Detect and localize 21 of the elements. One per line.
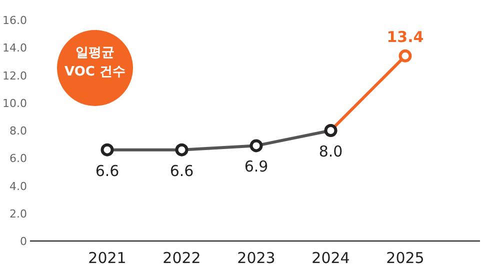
- data-label: 6.6: [170, 162, 194, 180]
- x-tick-label: 2024: [312, 249, 350, 267]
- y-tick-label: 0: [20, 235, 27, 248]
- data-label: 8.0: [318, 142, 343, 160]
- x-tick-label: 2023: [237, 249, 276, 267]
- data-label: 6.6: [95, 162, 120, 180]
- y-tick-label: 6.0: [10, 152, 27, 166]
- point: [398, 49, 412, 62]
- x-tick-label: 2025: [386, 249, 424, 267]
- x-tick-label: 2022: [162, 249, 201, 267]
- annotation: 일평균 VOC 건수: [64, 46, 126, 80]
- y-tick-label: 16.0: [2, 14, 27, 27]
- data-label: 13.4: [386, 28, 424, 46]
- x-tick-label: 2021: [88, 249, 126, 267]
- y-tick-label: 10.0: [2, 96, 27, 110]
- data-label: 6.9: [244, 158, 268, 176]
- y-tick-label: 12.0: [2, 69, 27, 82]
- y-tick-label: 4.0: [10, 180, 27, 193]
- y-tick-label: 2.0: [10, 207, 27, 220]
- y-tick-label: 8.0: [10, 124, 27, 138]
- y-tick-label: 14.0: [2, 42, 27, 55]
